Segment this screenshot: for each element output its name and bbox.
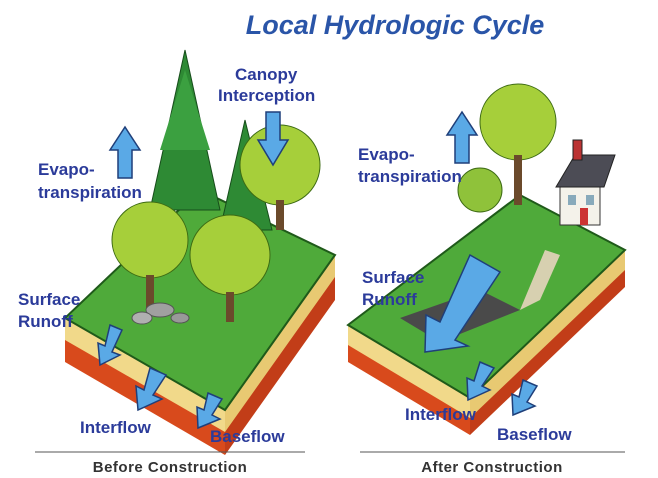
label: Runoff bbox=[18, 312, 73, 331]
label: Surface bbox=[362, 268, 424, 287]
label: Surface bbox=[18, 290, 80, 309]
label: Interflow bbox=[405, 405, 477, 424]
before-block bbox=[65, 50, 335, 455]
label: transpiration bbox=[38, 183, 142, 202]
evapotranspiration-arrow bbox=[110, 127, 140, 178]
label: Evapo- bbox=[38, 160, 95, 179]
title: Local Hydrologic Cycle bbox=[246, 10, 545, 40]
label: Runoff bbox=[362, 290, 417, 309]
label: Baseflow bbox=[210, 427, 285, 446]
label: Interception bbox=[218, 86, 315, 105]
caption: Before Construction bbox=[93, 459, 248, 476]
diagram: Local Hydrologic Cycle bbox=[0, 0, 658, 478]
label: Evapo- bbox=[358, 145, 415, 164]
page: Local Hydrologic Cycle bbox=[0, 0, 658, 478]
evapotranspiration-arrow bbox=[447, 112, 477, 163]
after-block bbox=[348, 84, 625, 435]
label: Baseflow bbox=[497, 425, 572, 444]
caption: After Construction bbox=[421, 459, 563, 476]
label: transpiration bbox=[358, 167, 462, 186]
label: Canopy bbox=[235, 65, 298, 84]
label: Interflow bbox=[80, 418, 152, 437]
